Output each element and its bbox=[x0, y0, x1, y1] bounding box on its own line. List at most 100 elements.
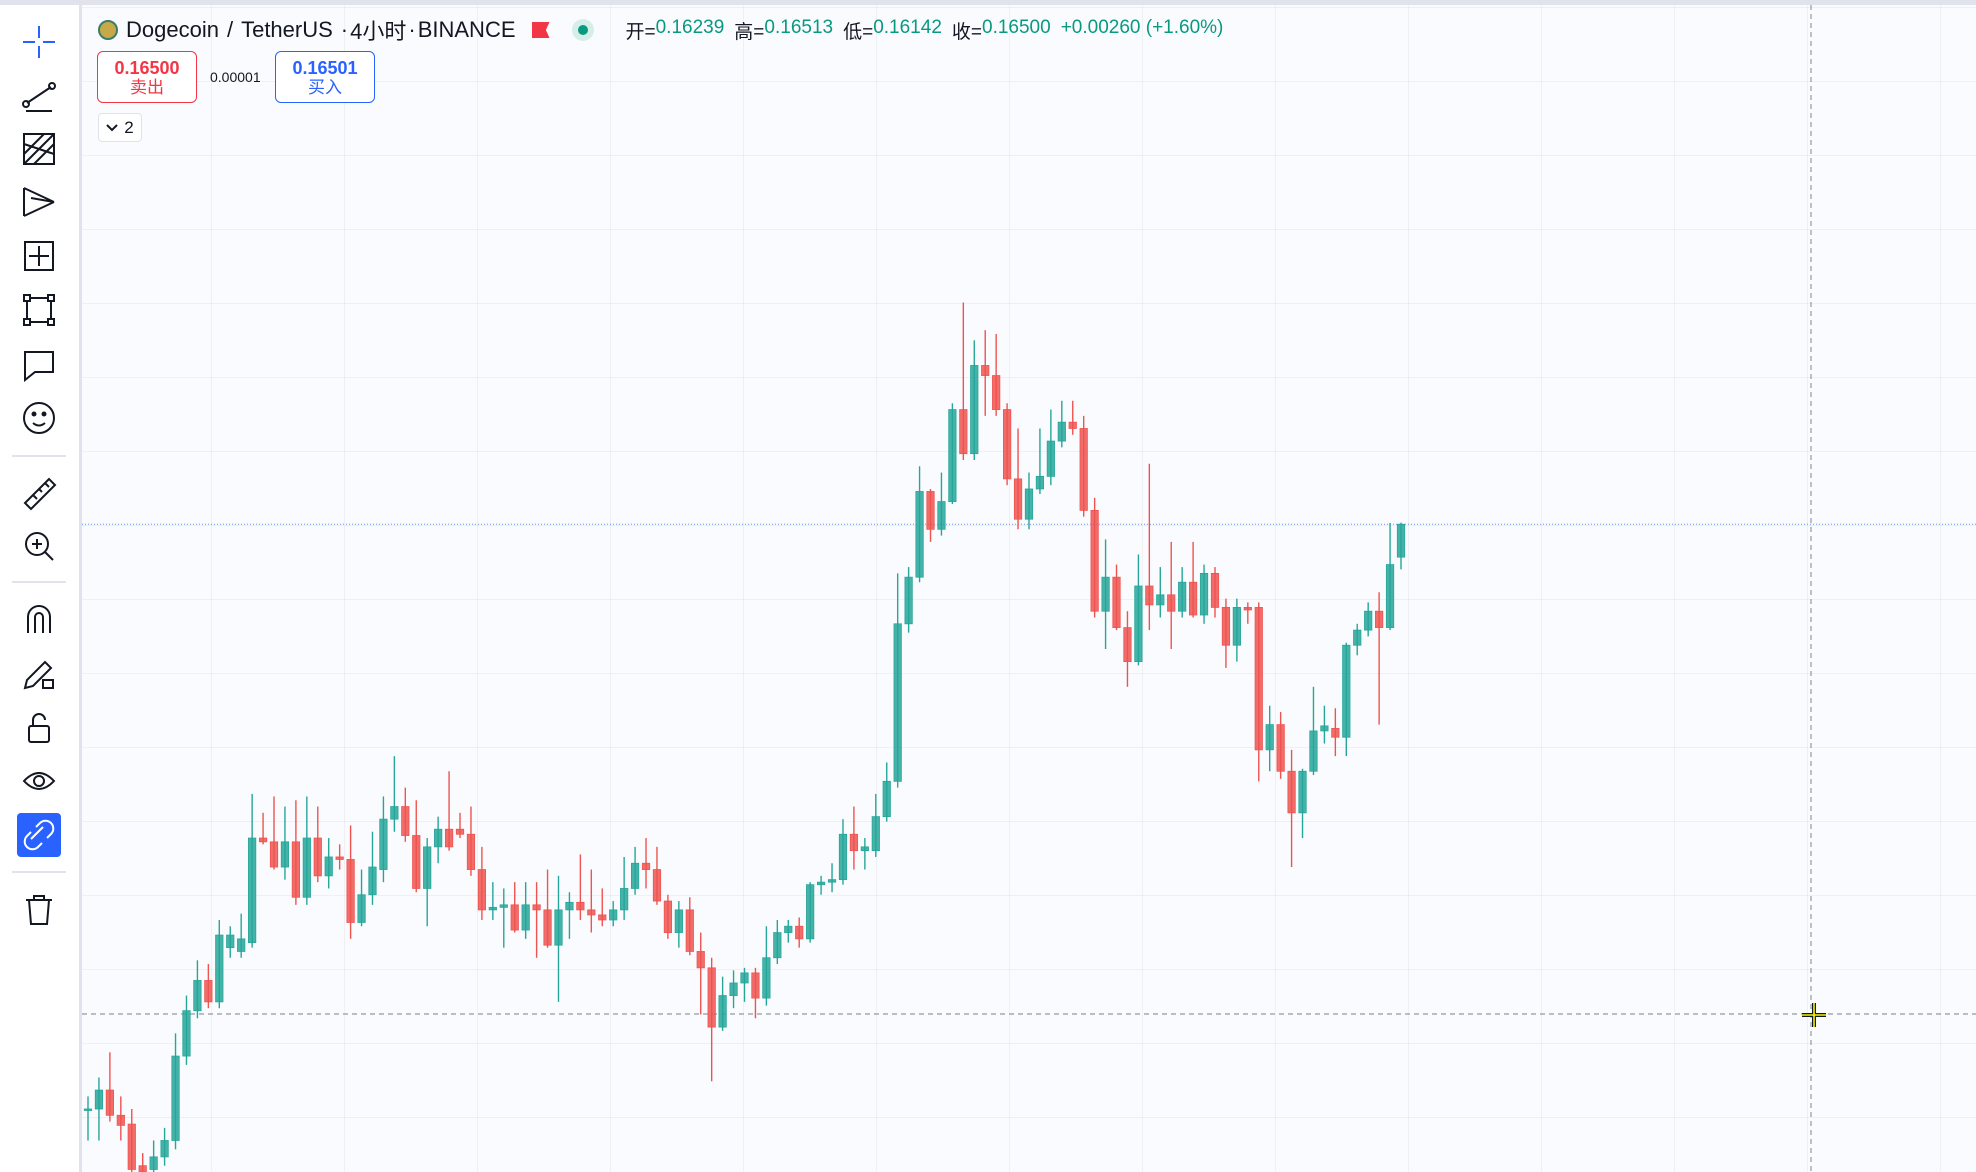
sync-tool-active[interactable] bbox=[17, 813, 61, 857]
zoom-tool[interactable] bbox=[25, 532, 54, 561]
candle-body bbox=[641, 862, 651, 870]
candle-body bbox=[138, 1165, 147, 1172]
candle-body bbox=[1024, 488, 1034, 520]
interval[interactable]: 4小时 bbox=[350, 19, 407, 44]
candle-body bbox=[1331, 728, 1340, 738]
candle-body bbox=[937, 501, 946, 530]
candle-body bbox=[762, 957, 771, 999]
candle-body bbox=[116, 1114, 125, 1126]
candle-body bbox=[598, 914, 607, 921]
candle-body bbox=[1167, 594, 1176, 612]
candle-body bbox=[915, 491, 924, 578]
candle-body bbox=[521, 904, 530, 931]
candle-body bbox=[412, 835, 421, 889]
candle-body bbox=[1320, 725, 1329, 732]
candle-body bbox=[652, 869, 662, 902]
candle-body bbox=[193, 980, 202, 1012]
candle-body bbox=[1210, 572, 1220, 608]
buy-label: 买入 bbox=[308, 78, 342, 97]
candle-body bbox=[893, 623, 902, 782]
drawing-toolbar bbox=[0, 5, 82, 1172]
candle-body bbox=[215, 934, 224, 1003]
candle-body bbox=[182, 1010, 191, 1057]
candle-body bbox=[1276, 724, 1285, 772]
sell-button[interactable]: 0.16500 卖出 bbox=[97, 51, 197, 103]
candle-body bbox=[707, 967, 716, 1028]
trend-line-tool[interactable] bbox=[22, 82, 56, 112]
candle-body bbox=[674, 909, 683, 933]
candle-body bbox=[423, 846, 432, 889]
candle-body bbox=[1385, 564, 1395, 628]
candle-body bbox=[685, 909, 694, 952]
candle-body bbox=[248, 837, 257, 944]
candle-body bbox=[510, 904, 519, 931]
dot: · bbox=[408, 17, 416, 42]
emoji-tool[interactable] bbox=[23, 402, 55, 434]
candle-body bbox=[948, 409, 957, 502]
magnet-tool[interactable] bbox=[27, 605, 51, 633]
candle-body bbox=[1353, 629, 1362, 646]
candle-body bbox=[1090, 509, 1099, 612]
candle-body bbox=[94, 1089, 104, 1110]
candle-body bbox=[773, 932, 782, 959]
candle-body bbox=[1178, 581, 1187, 612]
candle-body bbox=[149, 1156, 158, 1170]
candle-body bbox=[401, 806, 410, 836]
candle-body bbox=[1101, 576, 1110, 612]
candle-body bbox=[1079, 428, 1088, 511]
candle-body bbox=[237, 938, 246, 952]
candle-body bbox=[806, 884, 815, 940]
crosshair-tool[interactable] bbox=[23, 26, 55, 58]
mouse-cursor-inner bbox=[1802, 1003, 1826, 1027]
candle-body bbox=[729, 982, 738, 996]
candle-body bbox=[795, 925, 804, 940]
sell-price: 0.16500 bbox=[114, 58, 180, 78]
candle-body bbox=[1287, 770, 1296, 814]
legend-value: 0.16239 bbox=[655, 16, 725, 38]
legend-label: 高= bbox=[734, 21, 765, 43]
toolbar-icons bbox=[12, 26, 66, 925]
candle-body bbox=[576, 901, 585, 911]
symbol-name[interactable]: Dogecoin bbox=[126, 17, 219, 42]
candle-body bbox=[1003, 409, 1012, 480]
candle-body bbox=[696, 951, 705, 969]
exchange[interactable]: BINANCE bbox=[417, 17, 516, 42]
candle-body bbox=[324, 856, 333, 877]
delete-tool[interactable] bbox=[26, 895, 52, 925]
annotation-tool[interactable] bbox=[24, 351, 54, 383]
buy-price: 0.16501 bbox=[292, 58, 358, 78]
candle-body bbox=[368, 866, 377, 896]
projection-tool[interactable] bbox=[24, 241, 54, 271]
candle-body bbox=[313, 837, 322, 877]
lock-drawing-tool[interactable] bbox=[23, 660, 54, 690]
gann-tool[interactable] bbox=[23, 133, 55, 165]
candle-body bbox=[269, 841, 279, 868]
candle-body bbox=[1309, 730, 1318, 772]
lock-tool[interactable] bbox=[28, 713, 50, 743]
visibility-tool[interactable] bbox=[22, 772, 56, 790]
plot-area bbox=[82, 5, 1976, 1172]
candle-body bbox=[849, 833, 859, 852]
candle-body bbox=[663, 900, 673, 933]
candle-body bbox=[291, 841, 300, 898]
market-status bbox=[571, 19, 594, 41]
candle-body bbox=[970, 365, 979, 455]
candle-body bbox=[981, 365, 990, 376]
candle-body bbox=[1232, 607, 1241, 646]
shape-tool[interactable] bbox=[23, 294, 55, 326]
candle-body bbox=[302, 837, 311, 898]
ruler-tool[interactable] bbox=[23, 477, 57, 511]
candle-body bbox=[160, 1140, 169, 1158]
candle-body bbox=[455, 828, 465, 835]
spread: 0.00001 bbox=[210, 69, 261, 85]
candle-body bbox=[1189, 581, 1198, 616]
flag-icon[interactable] bbox=[531, 22, 550, 38]
candle-body bbox=[1342, 644, 1351, 738]
buy-button[interactable]: 0.16501 买入 bbox=[275, 51, 375, 103]
quote-name[interactable]: TetherUS bbox=[241, 17, 333, 42]
pitchfork-tool[interactable] bbox=[23, 187, 55, 217]
candle-body bbox=[838, 833, 848, 881]
candle-body bbox=[1068, 421, 1077, 429]
indicators-toggle[interactable]: 2 bbox=[98, 113, 142, 142]
